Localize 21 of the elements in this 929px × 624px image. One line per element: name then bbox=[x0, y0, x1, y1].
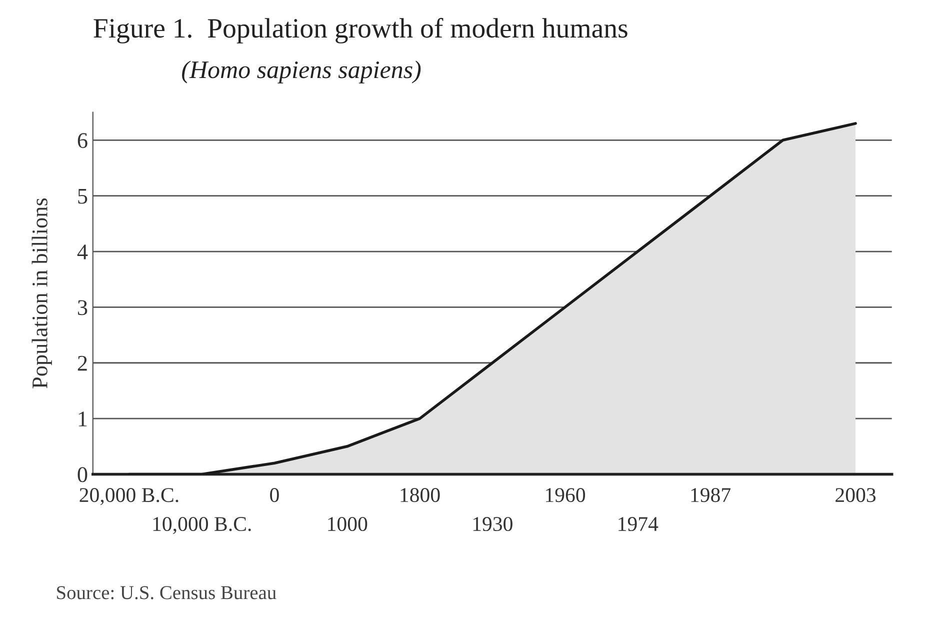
y-tick-label: 5 bbox=[78, 189, 88, 204]
x-tick-label: 1987 bbox=[691, 488, 730, 502]
x-tick-label: 1960 bbox=[546, 488, 586, 502]
x-tick-label: 2003 bbox=[836, 488, 876, 502]
x-tick-label: 0 bbox=[270, 488, 279, 502]
x-tick-label: 1930 bbox=[473, 516, 512, 532]
source-note: Source: U.S. Census Bureau bbox=[57, 586, 276, 600]
x-tick-label: 1974 bbox=[618, 517, 658, 532]
y-tick-label: 1 bbox=[78, 412, 87, 426]
y-tick-label: 6 bbox=[78, 133, 88, 148]
y-tick-label: 3 bbox=[78, 300, 88, 316]
x-tick-label: 1800 bbox=[400, 488, 440, 502]
y-axis-title: Population in billions bbox=[32, 198, 52, 388]
y-tick-label: 0 bbox=[78, 467, 88, 482]
y-tick-label: 2 bbox=[78, 356, 87, 371]
y-tick-label: 4 bbox=[77, 244, 88, 260]
chart-subtitle: (Homo sapiens sapiens) bbox=[182, 60, 421, 84]
x-tick-label: 20,000 B.C. bbox=[80, 488, 178, 506]
chart-title: Figure 1. Population growth of modern humans bbox=[94, 18, 628, 44]
x-tick-label: 10,000 B.C. bbox=[153, 516, 251, 534]
x-tick-label: 1000 bbox=[328, 516, 368, 532]
